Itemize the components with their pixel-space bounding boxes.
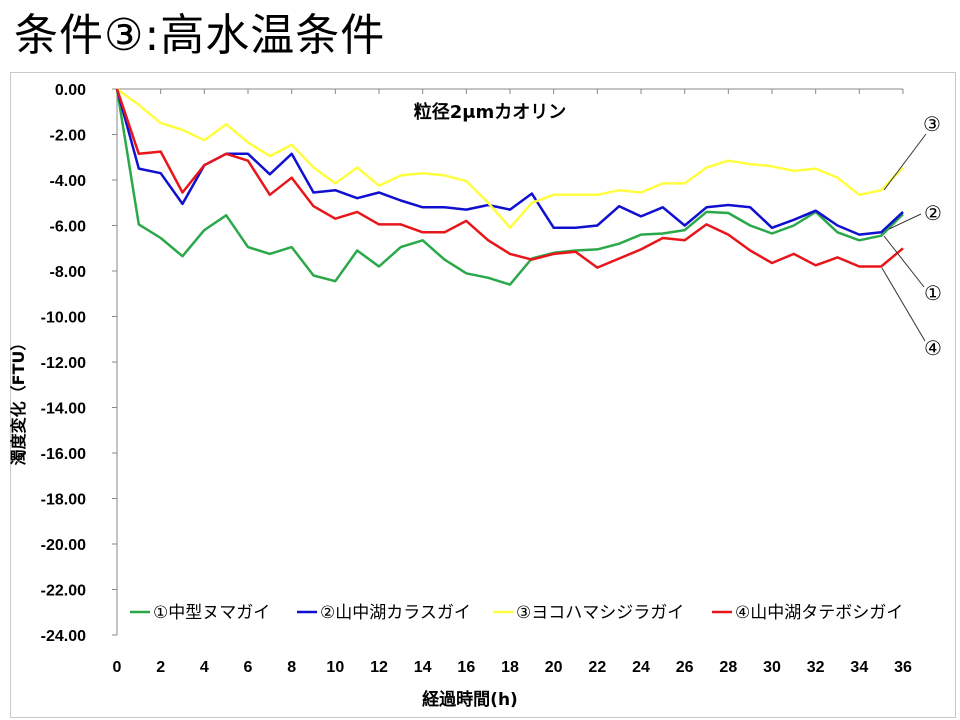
annotation-label-3: ③ xyxy=(923,112,941,136)
slide-title: 条件③:高水温条件 xyxy=(14,10,386,61)
annotation-leader-4 xyxy=(881,267,926,342)
x-tick-label: 26 xyxy=(676,659,694,676)
x-tick-label: 4 xyxy=(200,659,209,676)
x-tick-label: 34 xyxy=(850,659,868,676)
series-line-4 xyxy=(115,88,904,269)
legend-label-3: ③ヨコハマシジラガイ xyxy=(516,603,684,623)
y-tick-label: -20.00 xyxy=(41,537,86,554)
y-axis-label: 濁度変化（FTU） xyxy=(9,335,28,466)
y-tick-label: -18.00 xyxy=(41,492,86,509)
annotation-label-4: ④ xyxy=(924,336,942,360)
legend-label-4: ④山中湖タテボシガイ xyxy=(735,603,903,623)
y-tick-label: -16.00 xyxy=(41,446,86,463)
annotation-leader-2 xyxy=(888,213,922,230)
annotation-leader-3 xyxy=(883,133,927,191)
legend-label-2: ②山中湖カラスガイ xyxy=(320,603,471,623)
y-tick-label: -10.00 xyxy=(41,310,86,327)
annotation-label-1: ① xyxy=(924,281,942,305)
x-tick-label: 36 xyxy=(894,659,912,676)
y-tick-label: 0.00 xyxy=(55,82,86,99)
x-axis-label: 経過時間(h) xyxy=(422,689,518,710)
x-tick-label: 30 xyxy=(763,659,781,676)
axes: 0.00 -2.00 -4.00 -6.00 -8.00 -10.00 -12.00 -14.… xyxy=(41,82,912,676)
y-tick-label: -2.00 xyxy=(50,128,87,145)
x-tick-label: 0 xyxy=(113,659,122,676)
y-tick-label: -22.00 xyxy=(41,583,86,600)
x-tick-label: 2 xyxy=(156,659,165,676)
y-tick-label: -14.00 xyxy=(41,401,86,418)
y-tick-label: -6.00 xyxy=(50,219,87,236)
y-tick-label: -24.00 xyxy=(41,628,86,645)
x-tick-label: 16 xyxy=(457,659,475,676)
x-tick-label: 20 xyxy=(545,659,563,676)
x-tick-label: 32 xyxy=(807,659,825,676)
x-tick-label: 12 xyxy=(370,659,388,676)
annotation-label-2: ② xyxy=(924,201,942,225)
legend: ①中型ヌマガイ ②山中湖カラスガイ ③ヨコハマシジラガイ ④山中湖タテボシガイ xyxy=(130,603,903,623)
x-tick-label: 28 xyxy=(719,659,737,676)
chart-frame xyxy=(10,72,956,718)
x-tick-label: 8 xyxy=(287,659,296,676)
annotations: ③ ② ① ④ xyxy=(881,112,942,360)
series-lines xyxy=(115,87,904,286)
x-tick-label: 18 xyxy=(501,659,519,676)
annotation-leader-1 xyxy=(883,235,925,288)
x-tick-label: 22 xyxy=(588,659,606,676)
x-tick-label: 6 xyxy=(244,659,253,676)
x-tick-label: 10 xyxy=(326,659,344,676)
series-line-2 xyxy=(115,88,904,236)
series-line-3 xyxy=(116,87,904,230)
legend-label-1: ①中型ヌマガイ xyxy=(153,603,270,623)
y-tick-label: -8.00 xyxy=(50,264,87,281)
series-line-1 xyxy=(115,88,904,286)
x-tick-label: 24 xyxy=(632,659,650,676)
x-tick-label: 14 xyxy=(414,659,432,676)
y-tick-label: -4.00 xyxy=(50,173,87,190)
chart-title: 粒径2μmカオリン xyxy=(414,101,567,123)
y-tick-label: -12.00 xyxy=(41,355,86,372)
